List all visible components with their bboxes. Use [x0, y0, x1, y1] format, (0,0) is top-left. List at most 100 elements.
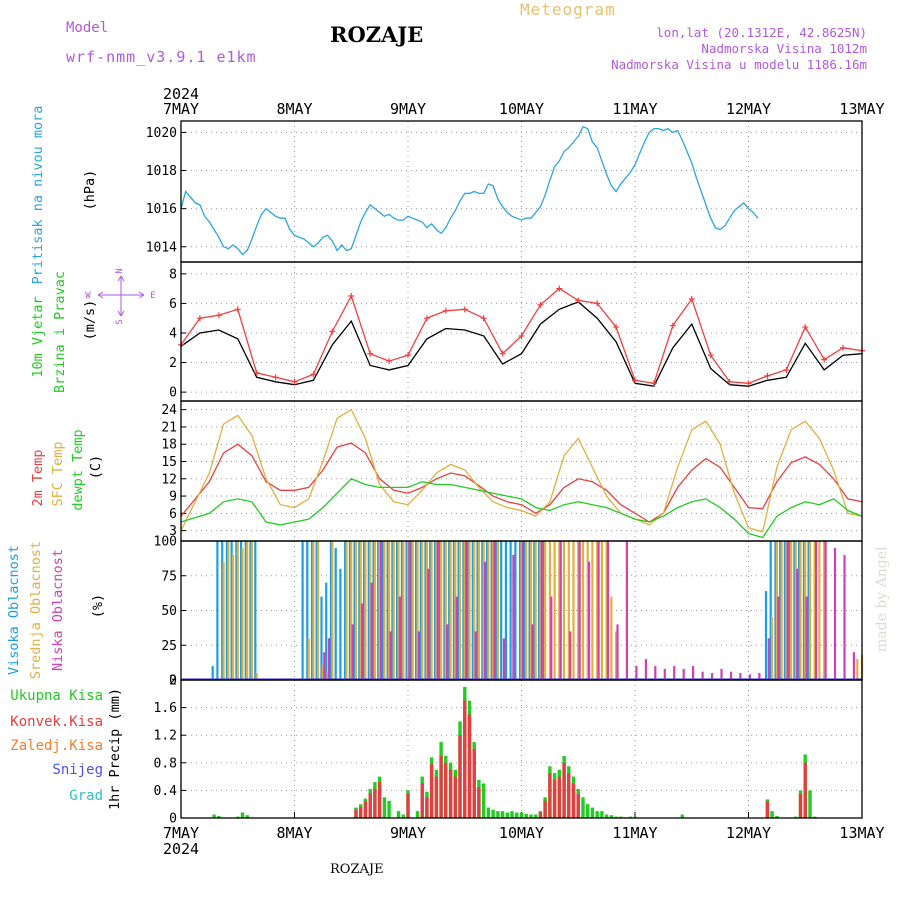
- clouds-bar: [779, 541, 782, 680]
- clouds-bar: [327, 638, 331, 680]
- precip-bar: [415, 811, 420, 818]
- wind-gust-point: [291, 378, 298, 385]
- xtick-label-bottom: 11MAY: [612, 824, 657, 842]
- precip-bar: [765, 801, 770, 818]
- data-layer: [178, 125, 865, 819]
- clouds-bar: [563, 541, 566, 680]
- precip-bar: [680, 814, 684, 818]
- precip-frame: [180, 679, 863, 819]
- clouds-bar: [673, 666, 676, 680]
- compass-s-label: S: [115, 319, 125, 324]
- precip-bar: [562, 762, 566, 818]
- wind-gust-point: [215, 312, 222, 319]
- clouds-bar: [720, 668, 723, 680]
- model-label: Model: [66, 20, 109, 36]
- clouds-bar: [559, 541, 562, 680]
- wind-panel: [178, 285, 865, 387]
- clouds-bar: [467, 541, 470, 680]
- precip-bar: [477, 787, 481, 818]
- precip-bar: [212, 814, 216, 818]
- precip-bar: [354, 809, 358, 818]
- precip-bar: [486, 807, 491, 818]
- clouds-bar: [805, 596, 808, 680]
- clouds-bar: [429, 541, 432, 680]
- clouds-ytick-label: 0: [169, 674, 177, 689]
- clouds-bar: [361, 603, 364, 680]
- precip-bar: [363, 801, 368, 818]
- clouds-bar: [240, 541, 243, 680]
- wind-gust-point: [745, 380, 752, 387]
- clouds-bar: [433, 541, 437, 680]
- clouds-bar: [400, 541, 403, 680]
- xtick-label-bottom: 12MAY: [726, 824, 771, 842]
- clouds-bar: [458, 541, 462, 680]
- clouds-bar: [417, 631, 420, 680]
- precip-bar: [519, 812, 524, 818]
- precip-bar: [496, 811, 500, 818]
- clouds-bar: [254, 541, 257, 680]
- xtick-label-bottom: 13MAY: [839, 824, 884, 842]
- clouds-bar: [610, 596, 613, 680]
- precip-bar: [581, 797, 585, 818]
- clouds-bar: [448, 541, 451, 680]
- clouds-bar: [359, 541, 362, 680]
- precip-bar: [595, 811, 599, 818]
- clouds-bar: [577, 541, 580, 680]
- precip-bar: [217, 815, 221, 818]
- precip-ytick-label: 0.8: [154, 756, 177, 771]
- clouds-bar: [425, 541, 428, 680]
- precip-bar: [434, 776, 439, 818]
- precip-bar: [467, 714, 472, 818]
- wind-gust-point: [575, 297, 582, 304]
- clouds-bar: [783, 541, 786, 680]
- wind-gust-point: [253, 369, 260, 376]
- clouds-bar: [798, 541, 801, 680]
- clouds-bar: [528, 541, 531, 680]
- precip-bar: [245, 815, 249, 818]
- wind-gust-point: [442, 307, 449, 314]
- clouds-bar: [312, 541, 315, 680]
- clouds-bar: [438, 541, 441, 680]
- xtick-label-top: 8MAY: [276, 100, 312, 118]
- wind-gust-point: [632, 377, 638, 384]
- clouds-bar: [531, 624, 534, 680]
- clouds-bar: [241, 548, 244, 680]
- sfc-ylabel: SFC Temp: [50, 441, 66, 506]
- clouds-bar: [321, 666, 324, 680]
- clouds-bar: [788, 541, 791, 680]
- clouds-bar: [326, 673, 329, 680]
- precip-bar: [775, 815, 779, 818]
- cloud-unit: (%): [90, 594, 106, 618]
- temperature-series-dewpt-temp: [180, 478, 863, 539]
- year-label-top: 2024: [163, 85, 199, 103]
- clouds-bar: [729, 671, 733, 680]
- clouds-bar: [490, 541, 493, 680]
- wind-gust-point: [821, 356, 828, 363]
- precip-bar: [557, 776, 561, 818]
- precip-bar: [803, 762, 807, 818]
- clouds-bar: [606, 541, 610, 680]
- wind-ytick-label: 0: [169, 386, 177, 401]
- precip-bar: [368, 793, 372, 818]
- precip-legend-item: Grad: [69, 788, 103, 804]
- precip-bar: [482, 783, 486, 818]
- precip-bar: [604, 814, 609, 818]
- wind-gust-point: [348, 293, 355, 300]
- wind-ytick-label: 2: [169, 356, 177, 371]
- xtick-label-bottom: 7MAY: [163, 824, 199, 842]
- clouds-bar: [567, 541, 570, 680]
- clouds-bar: [474, 631, 477, 680]
- clouds-bar: [211, 666, 214, 680]
- clouds-bar: [435, 541, 438, 680]
- precip-bar: [548, 773, 552, 818]
- clouds-bar: [225, 541, 228, 680]
- clouds-bar: [523, 541, 526, 680]
- precip-bar: [377, 782, 382, 818]
- precip-ytick-label: 2: [169, 674, 177, 689]
- clouds-bar: [578, 541, 581, 680]
- temperature-ytick-label: 9: [169, 490, 177, 505]
- clouds-bar: [500, 541, 503, 680]
- clouds-bar: [502, 638, 506, 680]
- precip-bar: [543, 800, 547, 819]
- precip-ylabel: 1hr Precip (mm): [107, 688, 123, 810]
